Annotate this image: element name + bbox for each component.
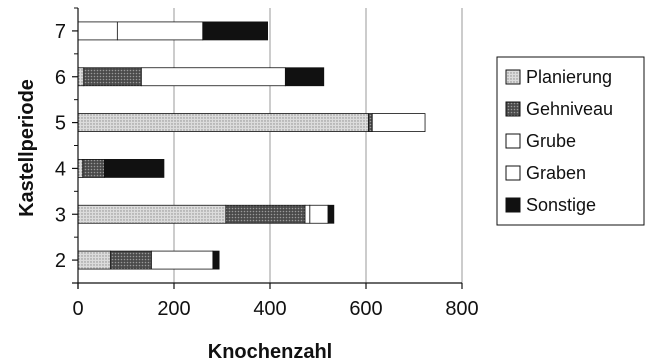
bar-segment bbox=[77, 21, 118, 41]
y-tick-label: 5 bbox=[55, 113, 66, 135]
x-tick-label: 600 bbox=[349, 298, 382, 320]
bar-segment bbox=[104, 159, 165, 178]
bar-segment bbox=[304, 204, 311, 224]
legend: Planierung Gehniveau Grube Graben Sonstige bbox=[496, 56, 645, 226]
legend-swatch bbox=[505, 165, 521, 181]
y-tick-label: 6 bbox=[55, 67, 66, 89]
bar-segment bbox=[151, 250, 214, 270]
bar-segment bbox=[212, 250, 220, 270]
y-axis-title: Kastellperiode bbox=[16, 79, 38, 217]
bar-segment bbox=[367, 113, 373, 132]
x-tick-label: 200 bbox=[157, 298, 190, 320]
x-tick-label: 0 bbox=[72, 298, 83, 320]
bar-segment bbox=[77, 67, 85, 87]
bar-segment bbox=[140, 67, 286, 87]
bar-segment bbox=[77, 204, 227, 224]
bar-segment bbox=[309, 204, 329, 224]
legend-label: Sonstige bbox=[526, 195, 596, 215]
x-tick-label: 400 bbox=[253, 298, 286, 320]
legend-label: Grube bbox=[526, 131, 576, 151]
legend-label: Planierung bbox=[526, 67, 612, 87]
bar-segment bbox=[77, 250, 112, 270]
axes: 2 3 4 5 6 7 0 200 400 600 800 bbox=[55, 7, 479, 320]
grid-lines bbox=[173, 8, 463, 283]
bar-segment bbox=[327, 204, 335, 224]
bar-segment bbox=[371, 113, 426, 132]
legend-label: Gehniveau bbox=[526, 99, 613, 119]
y-tick-label: 4 bbox=[55, 158, 66, 180]
legend-swatch bbox=[505, 197, 521, 213]
bar-segment bbox=[116, 21, 204, 41]
bar-segment bbox=[83, 67, 142, 87]
bars bbox=[77, 21, 426, 270]
legend-swatch bbox=[505, 133, 521, 149]
legend-swatch bbox=[505, 101, 521, 117]
x-tick-label: 800 bbox=[445, 298, 478, 320]
bar-segment bbox=[202, 21, 269, 41]
legend-swatch bbox=[505, 69, 521, 85]
bar-segment bbox=[225, 204, 306, 224]
y-tick-label: 7 bbox=[55, 21, 66, 43]
bar-segment bbox=[82, 159, 105, 178]
y-tick-label: 2 bbox=[55, 250, 66, 272]
bar-segment bbox=[77, 113, 369, 132]
bar-segment bbox=[77, 159, 84, 178]
bar-segment bbox=[284, 67, 325, 87]
legend-label: Graben bbox=[526, 163, 586, 183]
x-axis-title: Knochenzahl bbox=[208, 341, 332, 363]
legend-box bbox=[496, 56, 645, 226]
y-tick-label: 3 bbox=[55, 204, 66, 226]
bar-segment bbox=[110, 250, 152, 270]
